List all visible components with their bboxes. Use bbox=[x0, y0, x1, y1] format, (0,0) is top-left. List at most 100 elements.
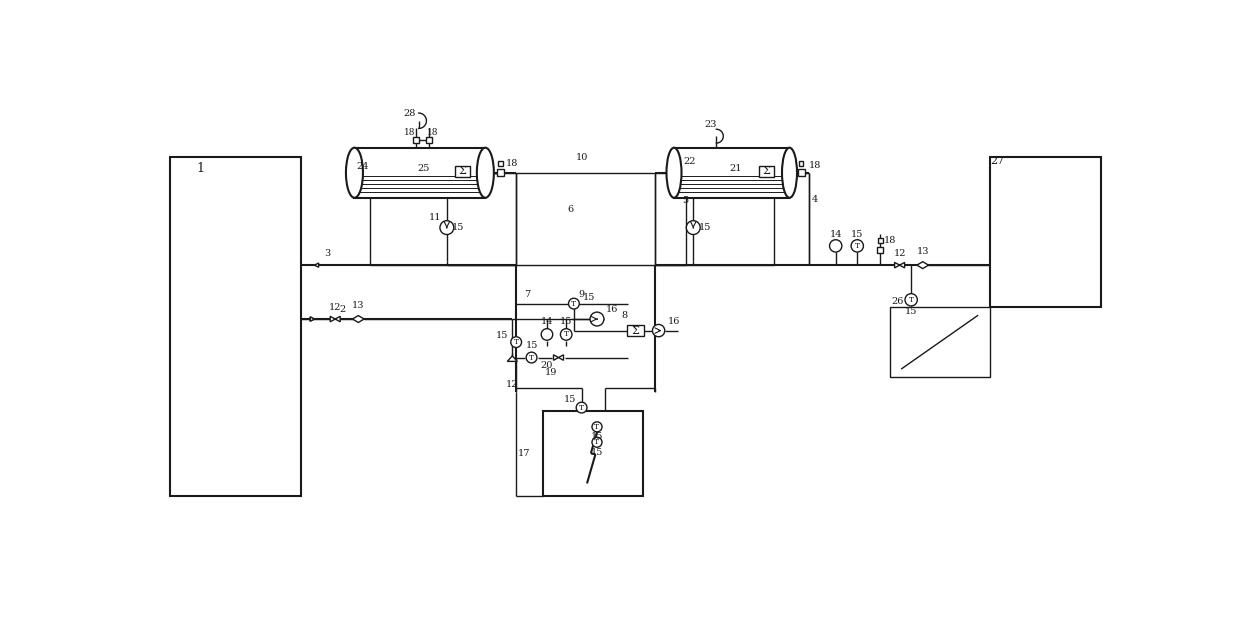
Text: 15: 15 bbox=[590, 432, 603, 441]
Text: 10: 10 bbox=[575, 153, 588, 162]
Text: 12: 12 bbox=[329, 303, 341, 312]
Text: 14: 14 bbox=[830, 230, 842, 239]
Text: 13: 13 bbox=[352, 301, 365, 310]
Text: Σ: Σ bbox=[631, 326, 640, 336]
Text: T: T bbox=[854, 242, 859, 250]
Polygon shape bbox=[899, 262, 905, 268]
Circle shape bbox=[440, 221, 454, 235]
Ellipse shape bbox=[477, 148, 494, 198]
Text: 16: 16 bbox=[606, 305, 619, 314]
Polygon shape bbox=[330, 316, 335, 322]
Circle shape bbox=[577, 402, 587, 413]
Text: 15: 15 bbox=[905, 307, 918, 316]
Text: 9: 9 bbox=[579, 290, 585, 299]
Text: 15: 15 bbox=[453, 223, 465, 232]
Text: 21: 21 bbox=[729, 165, 742, 174]
Text: 1: 1 bbox=[196, 162, 205, 175]
Text: 11: 11 bbox=[429, 213, 441, 222]
Polygon shape bbox=[507, 356, 517, 362]
Bar bbox=[355, 148, 485, 198]
Polygon shape bbox=[553, 355, 558, 360]
Text: T: T bbox=[594, 439, 600, 446]
Text: 23: 23 bbox=[704, 120, 717, 129]
Circle shape bbox=[905, 293, 918, 306]
Circle shape bbox=[591, 437, 601, 447]
Bar bbox=[675, 148, 790, 198]
Text: T: T bbox=[529, 353, 534, 362]
Text: T: T bbox=[909, 296, 914, 304]
Ellipse shape bbox=[346, 148, 363, 198]
Polygon shape bbox=[352, 316, 365, 322]
Text: 18: 18 bbox=[808, 160, 821, 170]
Polygon shape bbox=[315, 263, 319, 268]
Text: 18: 18 bbox=[883, 236, 895, 245]
Text: 25: 25 bbox=[418, 165, 430, 174]
Text: 12: 12 bbox=[893, 249, 906, 258]
Text: T: T bbox=[564, 331, 569, 338]
Polygon shape bbox=[335, 316, 340, 322]
Text: 15: 15 bbox=[698, 223, 711, 232]
Bar bbox=[878, 239, 883, 243]
Text: 16: 16 bbox=[668, 317, 681, 326]
Circle shape bbox=[526, 352, 537, 363]
Text: 15: 15 bbox=[560, 317, 573, 326]
Bar bbox=[797, 169, 805, 176]
Bar bbox=[759, 166, 774, 177]
Bar bbox=[516, 173, 655, 265]
Circle shape bbox=[511, 337, 522, 348]
Polygon shape bbox=[558, 355, 563, 360]
Text: T: T bbox=[513, 338, 518, 346]
Text: 3: 3 bbox=[325, 249, 331, 258]
Text: 6: 6 bbox=[567, 205, 573, 214]
Text: T: T bbox=[594, 423, 600, 431]
Bar bbox=[990, 157, 1101, 307]
Text: 15: 15 bbox=[564, 396, 577, 404]
Bar bbox=[627, 325, 644, 336]
Bar bbox=[889, 307, 990, 377]
Text: 15: 15 bbox=[496, 331, 508, 341]
Circle shape bbox=[591, 422, 601, 432]
Text: 19: 19 bbox=[544, 369, 557, 377]
Bar bbox=[799, 161, 804, 166]
Text: 14: 14 bbox=[541, 317, 553, 326]
Text: 20: 20 bbox=[541, 361, 553, 370]
Polygon shape bbox=[916, 262, 929, 269]
Circle shape bbox=[830, 240, 842, 252]
Text: T: T bbox=[579, 404, 584, 411]
Text: 7: 7 bbox=[525, 290, 531, 299]
Text: 28: 28 bbox=[403, 109, 415, 117]
Polygon shape bbox=[894, 262, 899, 268]
Bar bbox=[455, 166, 470, 177]
Ellipse shape bbox=[666, 148, 682, 198]
Text: 17: 17 bbox=[517, 449, 529, 458]
Text: 12: 12 bbox=[506, 380, 518, 389]
Text: 8: 8 bbox=[621, 310, 627, 320]
Polygon shape bbox=[310, 317, 315, 321]
Text: 22: 22 bbox=[683, 156, 696, 166]
Text: 15: 15 bbox=[590, 448, 603, 457]
Text: Σ: Σ bbox=[763, 166, 770, 176]
Text: 13: 13 bbox=[916, 247, 929, 256]
Text: 18: 18 bbox=[428, 128, 439, 137]
Bar bbox=[877, 247, 883, 253]
Text: 5: 5 bbox=[682, 196, 688, 204]
Bar bbox=[497, 169, 505, 176]
Text: 15: 15 bbox=[526, 341, 538, 350]
Text: 26: 26 bbox=[892, 297, 904, 306]
Text: 18: 18 bbox=[404, 128, 415, 137]
Bar bbox=[170, 157, 300, 496]
Ellipse shape bbox=[782, 148, 797, 198]
Circle shape bbox=[686, 221, 701, 235]
Bar bbox=[427, 137, 433, 143]
Text: 15: 15 bbox=[851, 230, 863, 239]
Text: 24: 24 bbox=[356, 162, 368, 171]
Circle shape bbox=[851, 240, 863, 252]
Circle shape bbox=[590, 312, 604, 326]
Text: 15: 15 bbox=[583, 293, 595, 302]
Text: 27: 27 bbox=[991, 156, 1004, 166]
Circle shape bbox=[541, 329, 553, 340]
Circle shape bbox=[568, 298, 579, 309]
Circle shape bbox=[560, 329, 572, 340]
Text: 4: 4 bbox=[812, 195, 818, 204]
Text: 2: 2 bbox=[340, 305, 346, 314]
